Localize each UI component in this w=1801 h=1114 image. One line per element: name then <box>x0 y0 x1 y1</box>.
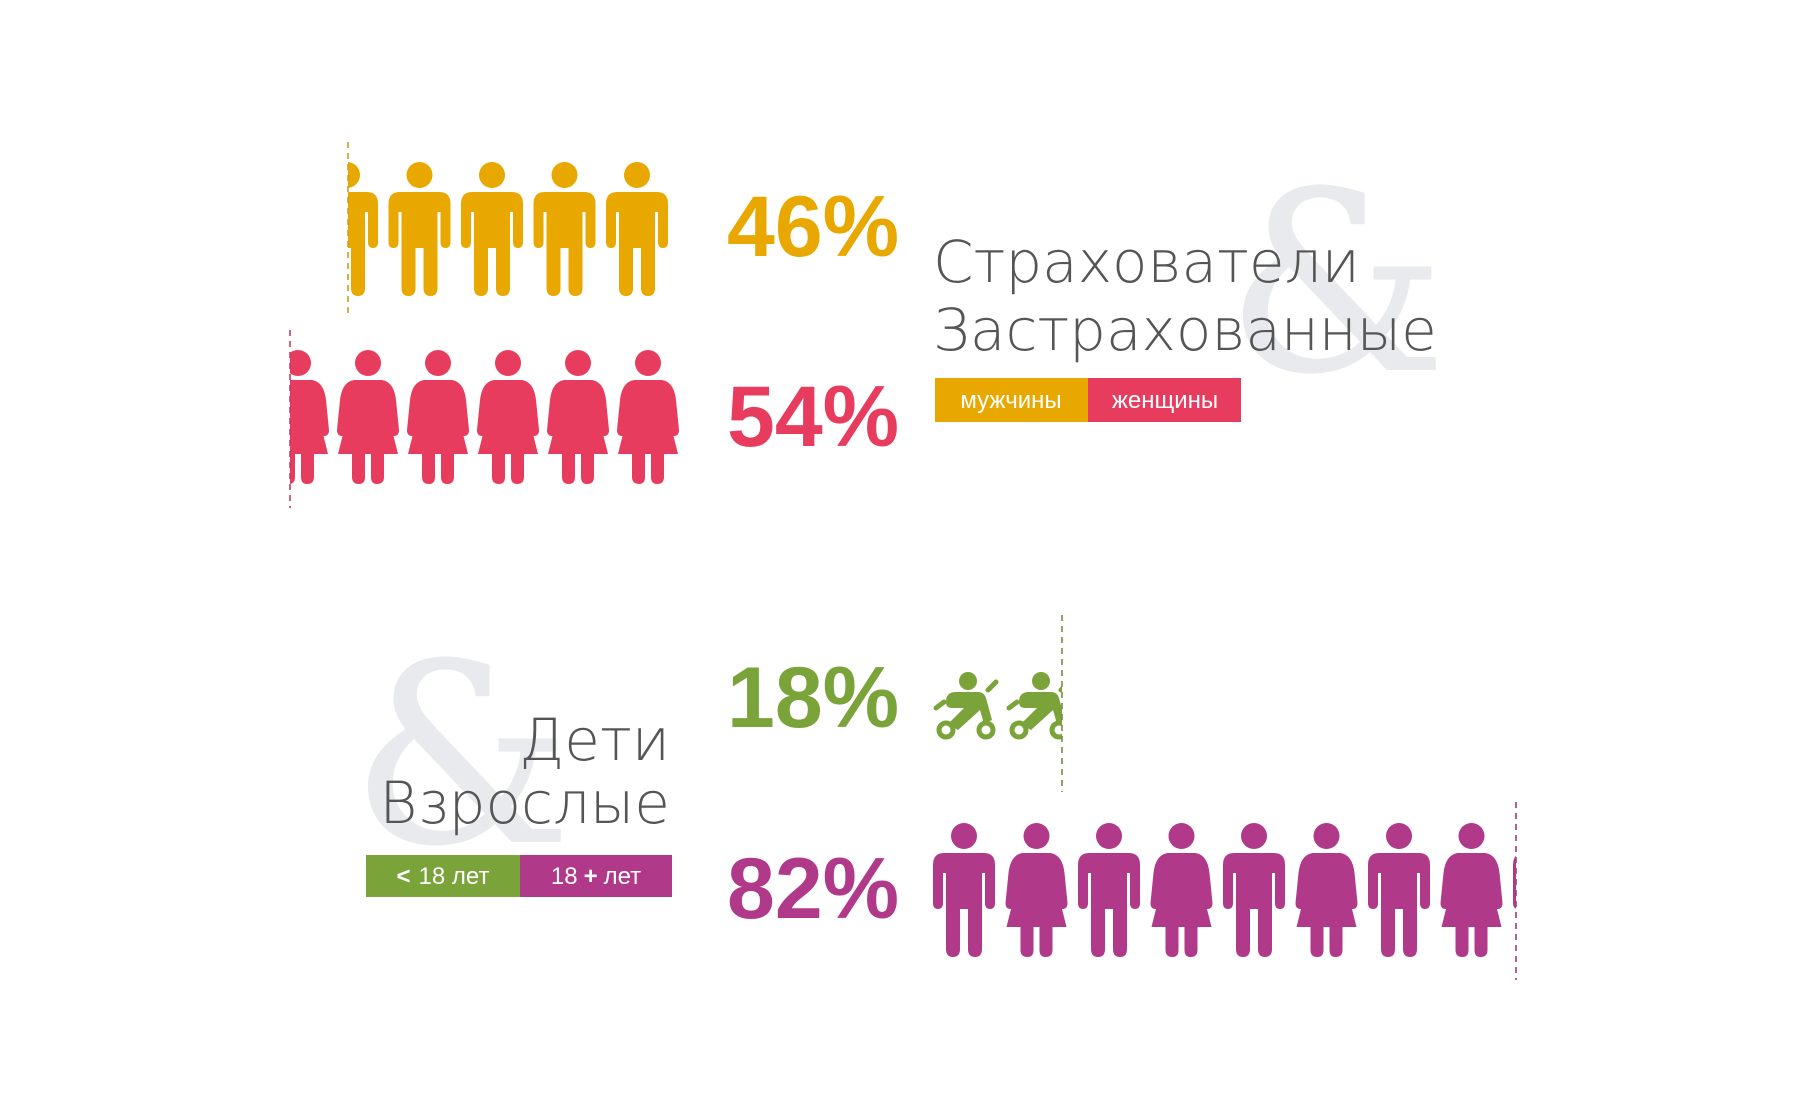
man-icon <box>461 162 523 296</box>
kids-percent: 18% <box>727 650 899 746</box>
legend-adults-sign: + <box>584 863 598 890</box>
adult-icon <box>1005 823 1068 957</box>
ampersand-bottom: & <box>350 610 573 901</box>
man-icon <box>348 162 378 296</box>
woman-icon <box>407 350 469 484</box>
adult-icon <box>1295 823 1358 957</box>
adult-icon <box>933 823 995 957</box>
legend-adults-text: лет <box>604 863 642 890</box>
man-icon <box>533 162 596 296</box>
legend-adults-label: 18 + лет <box>551 863 641 890</box>
woman-icon <box>290 350 329 484</box>
legend-kids-text: 18 лет <box>419 863 490 890</box>
man-icon <box>606 162 668 296</box>
legend-kids-label: <18 лет <box>397 863 490 890</box>
legend-men-label: мужчины <box>960 387 1061 414</box>
woman-icon <box>617 350 679 484</box>
legend-women-label: женщины <box>1112 387 1218 414</box>
women-percent: 54% <box>727 369 899 465</box>
adult-icon <box>1078 823 1140 957</box>
adults-icon-row <box>933 823 1516 957</box>
woman-icon <box>477 350 539 484</box>
ampersand-top: & <box>1225 138 1448 429</box>
woman-icon <box>547 350 609 484</box>
adult-icon <box>1223 823 1285 957</box>
legend-kids-sign: < <box>397 863 411 890</box>
legend-adults-swatch <box>520 855 672 897</box>
kids-icon-row <box>933 672 1062 740</box>
legend-kids-swatch <box>366 855 520 897</box>
adult-icon <box>1440 823 1503 957</box>
title-insurers: Страхователи <box>933 228 1360 296</box>
title-adults: Взрослые <box>379 769 670 837</box>
men-percent: 46% <box>727 179 899 275</box>
stroller-icon <box>1006 672 1062 740</box>
woman-icon <box>197 350 259 484</box>
title-insured: Застрахованные <box>933 296 1437 364</box>
adult-icon <box>1513 855 1516 909</box>
legend-men-swatch <box>935 378 1088 422</box>
legend-women-swatch <box>1088 378 1241 422</box>
adult-icon <box>1368 823 1430 957</box>
man-icon <box>388 162 451 296</box>
legend-adults-num: 18 <box>551 863 578 890</box>
stroller-icon <box>933 672 999 740</box>
men-icon-row <box>348 162 668 296</box>
adults-percent: 82% <box>727 841 899 937</box>
women-icon-row <box>197 350 679 484</box>
title-children: Дети <box>519 706 670 774</box>
adult-icon <box>1150 823 1213 957</box>
woman-icon <box>337 350 399 484</box>
